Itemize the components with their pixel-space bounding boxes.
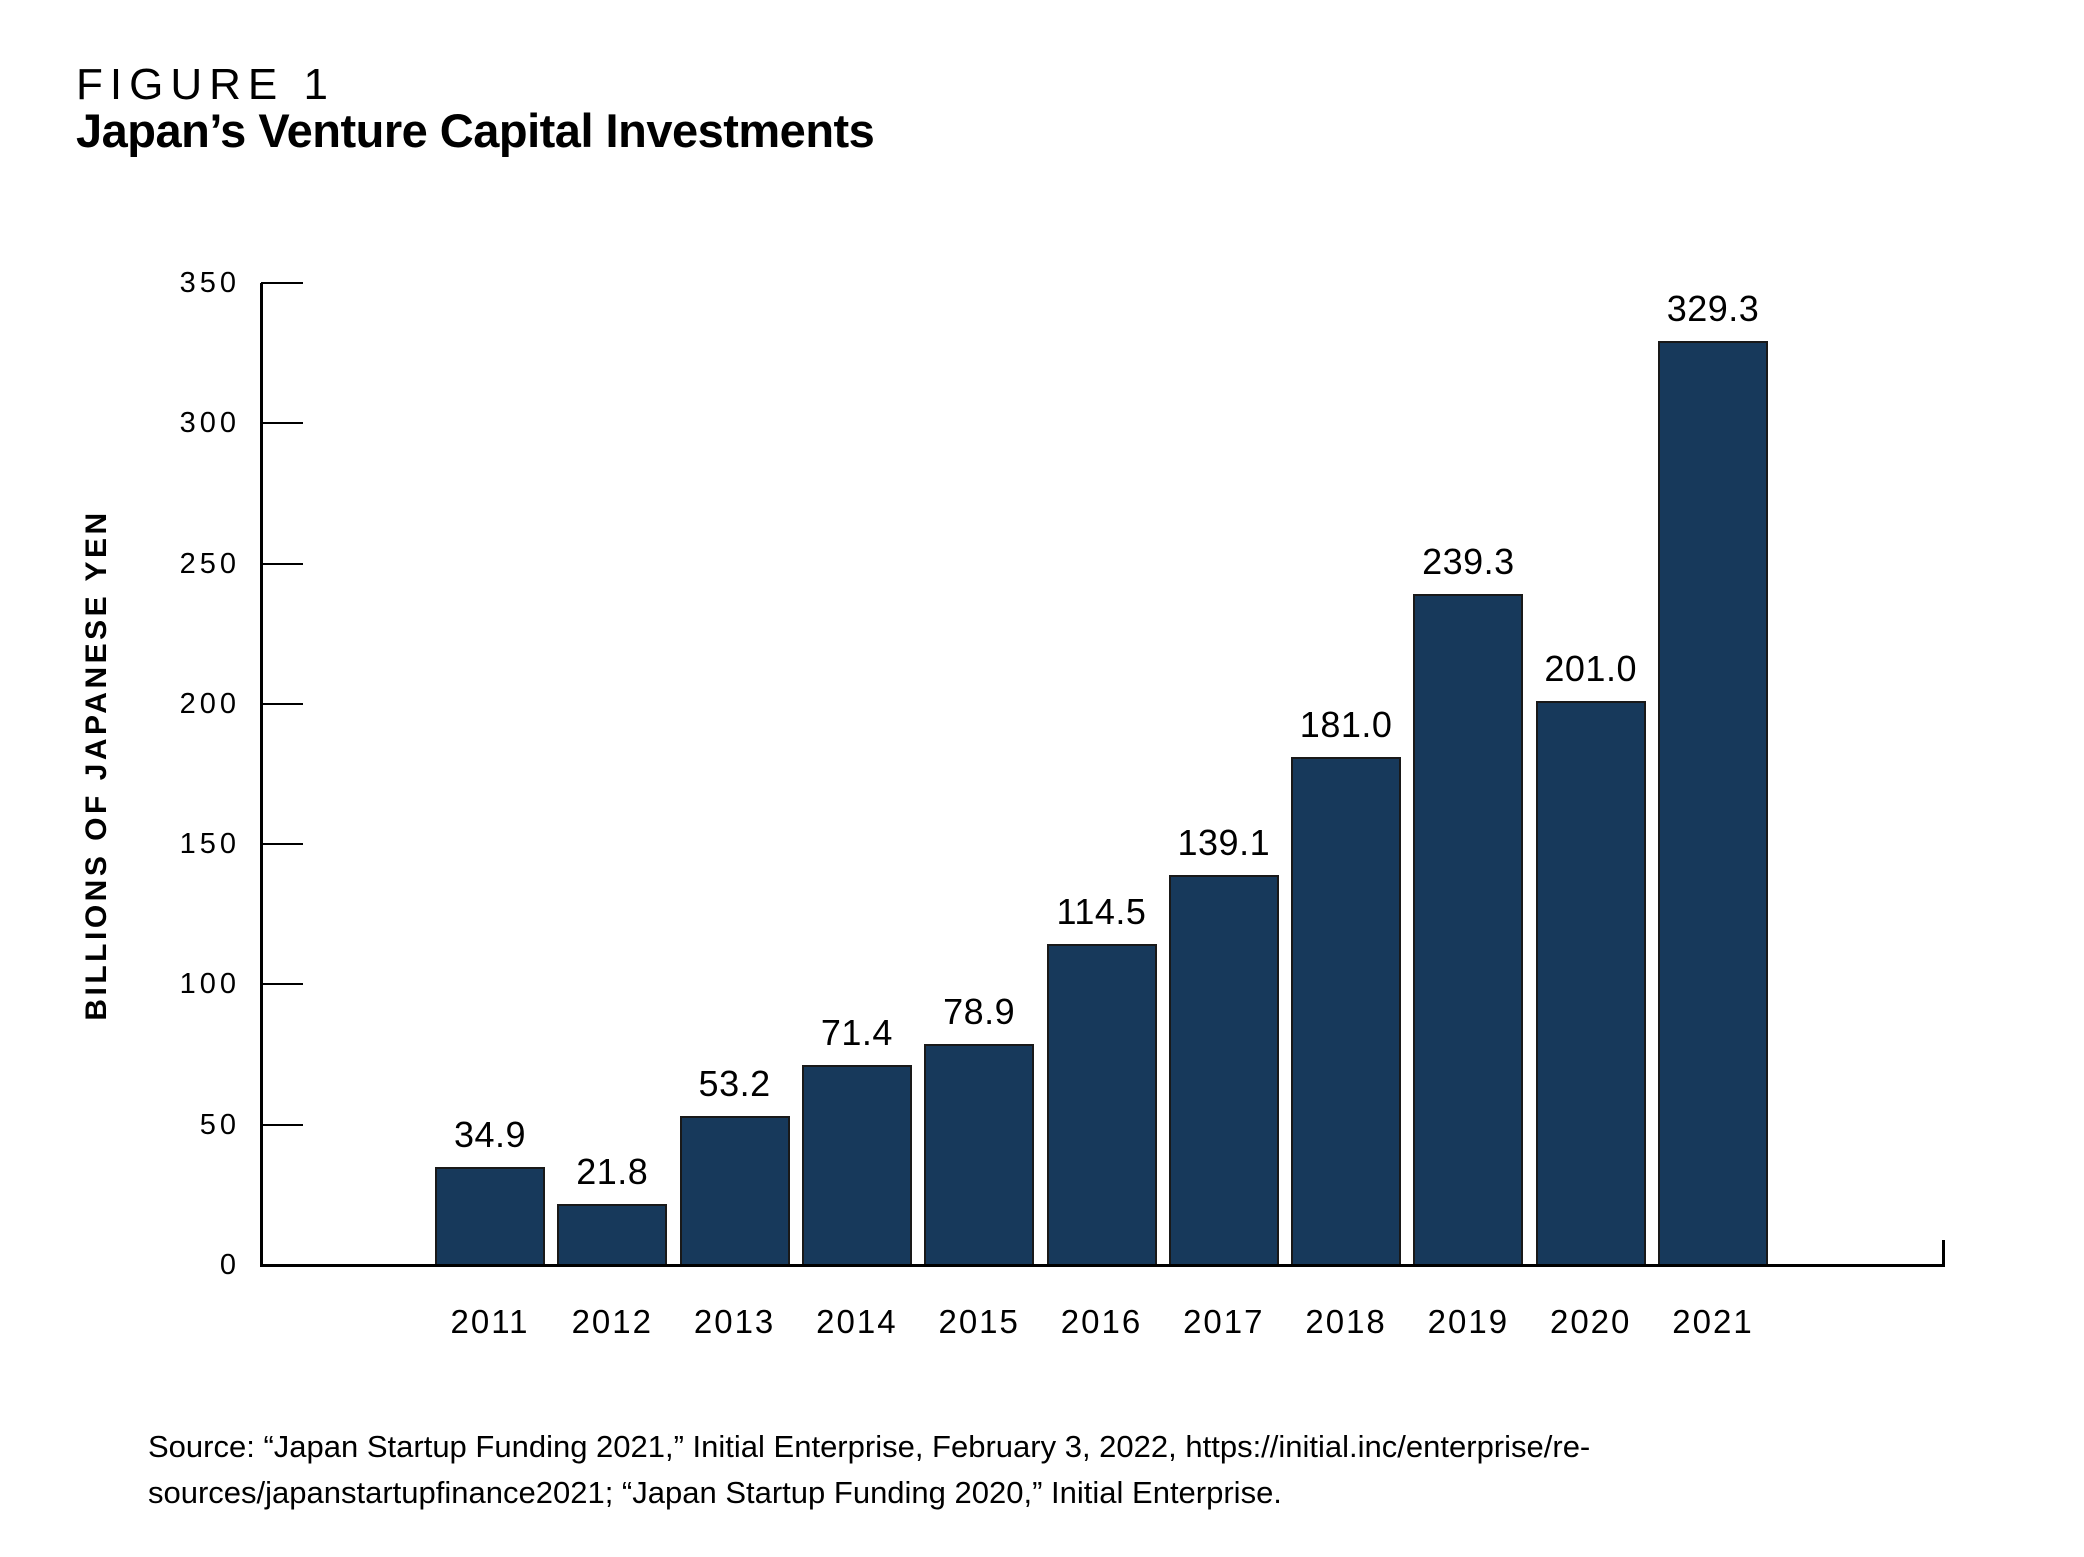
bar-value-label-2015: 78.9 — [943, 990, 1016, 1032]
source-line-2: sources/japanstartupfinance2021; “Japan … — [148, 1475, 1282, 1510]
y-axis-tick-label: 0 — [219, 1249, 240, 1281]
bar-2021 — [1658, 341, 1768, 1267]
source-note: Source: “Japan Startup Funding 2021,” In… — [148, 1424, 1908, 1516]
y-axis-tick-label: 350 — [179, 267, 240, 299]
y-axis-line — [260, 283, 263, 1267]
bar-value-label-2016: 114.5 — [1056, 890, 1147, 932]
y-axis-tick-label: 250 — [179, 547, 240, 580]
figure-title: Japan’s Venture Capital Investments — [76, 104, 875, 157]
y-axis-tick-label: 50 — [199, 1108, 240, 1141]
y-axis-tick — [261, 282, 303, 284]
x-axis-tick-label-2019: 2019 — [1427, 1303, 1510, 1340]
y-axis-tick — [261, 562, 303, 565]
x-axis-line — [260, 1264, 1945, 1267]
bar-value-label-2012: 21.8 — [576, 1150, 649, 1192]
bar-value-label-2021: 329.3 — [1666, 288, 1760, 330]
x-axis-end-tick — [1942, 1240, 1945, 1267]
x-axis-tick-label-2013: 2013 — [693, 1303, 776, 1340]
bar-2014 — [801, 1064, 912, 1267]
bar-2013 — [679, 1115, 790, 1267]
x-axis-tick-label-2015: 2015 — [938, 1303, 1020, 1340]
bar-2017 — [1168, 874, 1279, 1267]
x-axis-tick-label-2021: 2021 — [1672, 1303, 1754, 1340]
y-axis-tick-label: 200 — [179, 687, 240, 720]
bar-2011 — [435, 1167, 545, 1267]
y-axis-tick — [261, 1123, 303, 1126]
bar-2012 — [557, 1203, 668, 1267]
bar-value-label-2014: 71.4 — [820, 1011, 893, 1053]
y-axis-tick-label: 300 — [179, 407, 240, 440]
bar-value-label-2018: 181.0 — [1299, 704, 1393, 746]
x-axis-tick-label-2020: 2020 — [1549, 1303, 1632, 1340]
x-axis-tick-label-2016: 2016 — [1060, 1303, 1143, 1340]
x-axis-tick-label-2014: 2014 — [816, 1303, 898, 1340]
bar-2018 — [1291, 757, 1402, 1267]
y-axis-tick — [261, 702, 303, 705]
figure-number: FIGURE 1 — [76, 60, 335, 109]
bar-value-label-2013: 53.2 — [698, 1062, 771, 1104]
y-axis-tick-label: 150 — [179, 828, 240, 861]
x-axis-tick-label-2011: 2011 — [450, 1303, 530, 1340]
x-axis-tick-label-2012: 2012 — [571, 1303, 653, 1340]
y-axis-tick — [261, 422, 303, 425]
x-axis-tick-label-2017: 2017 — [1183, 1303, 1265, 1340]
bar-value-label-2017: 139.1 — [1177, 821, 1271, 863]
bar-2015 — [924, 1043, 1035, 1267]
y-axis-tick-label: 100 — [179, 968, 240, 1001]
bar-value-label-2020: 201.0 — [1544, 648, 1637, 690]
x-axis-tick-label-2018: 2018 — [1305, 1303, 1387, 1340]
bar-value-label-2011: 34.9 — [453, 1114, 527, 1156]
source-line-1: Source: “Japan Startup Funding 2021,” In… — [148, 1429, 1591, 1464]
bar-2016 — [1046, 943, 1157, 1267]
bar-2020 — [1535, 701, 1646, 1267]
bar-value-label-2019: 239.3 — [1422, 540, 1515, 582]
bar-2019 — [1413, 593, 1524, 1267]
y-axis-tick — [261, 843, 303, 846]
y-axis-tick — [261, 983, 303, 986]
